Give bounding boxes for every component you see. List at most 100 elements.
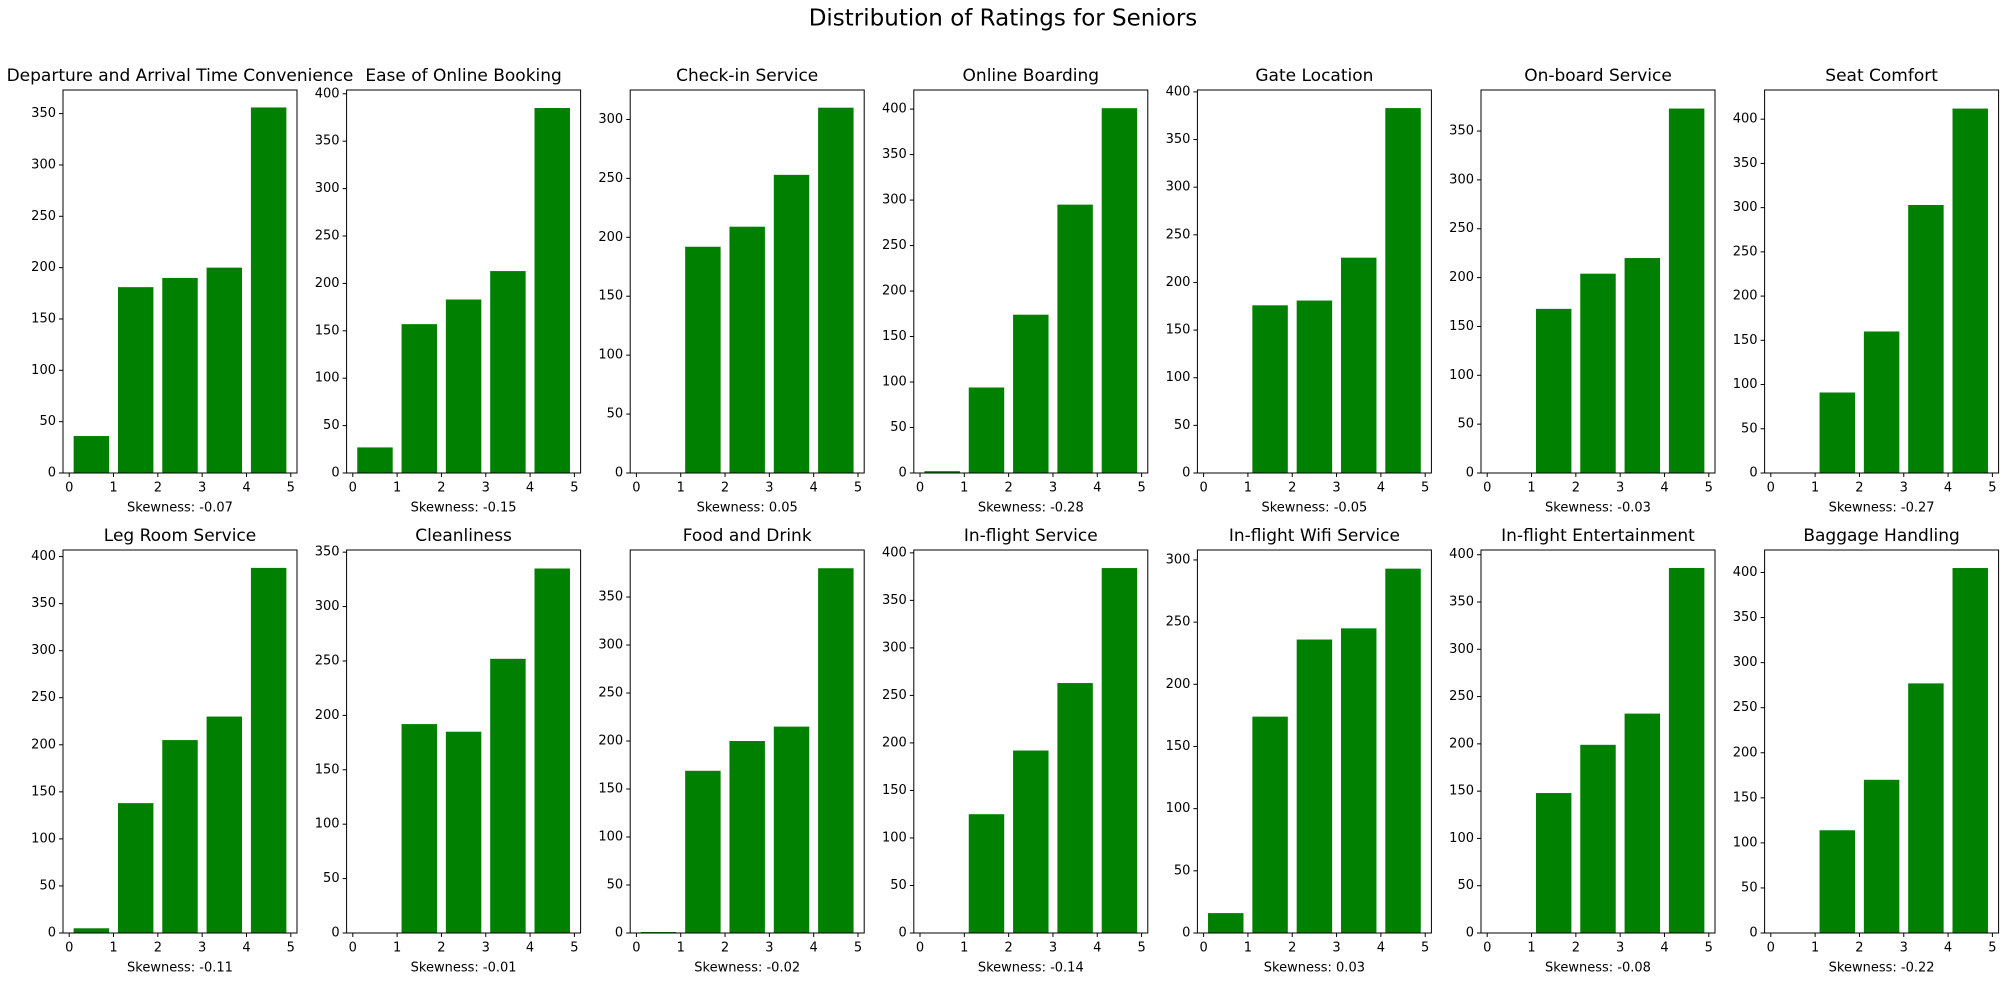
x-axis-label: Skewness: 0.05 [697, 501, 798, 516]
x-tick-label: 0 [916, 941, 924, 956]
x-tick-label: 4 [1944, 941, 1952, 956]
bar [1580, 273, 1616, 473]
y-tick-label: 0 [48, 926, 56, 941]
y-tick-label: 200 [315, 708, 340, 723]
y-tick-label: 50 [1457, 878, 1474, 893]
x-tick-label: 3 [1900, 481, 1908, 496]
bar [729, 741, 765, 933]
x-tick-label: 3 [1900, 941, 1908, 956]
y-tick-label: 100 [31, 831, 56, 846]
bar [1101, 568, 1138, 933]
x-tick-label: 5 [1988, 941, 1996, 956]
x-tick-label: 0 [65, 481, 73, 496]
x-tick-label: 2 [1572, 481, 1580, 496]
y-tick-label: 50 [1741, 880, 1758, 895]
x-tick-label: 2 [437, 941, 445, 956]
bar [1535, 793, 1572, 933]
y-tick-label: 200 [31, 260, 56, 275]
x-tick-label: 3 [1332, 941, 1340, 956]
subplot-title: Online Boarding [963, 66, 1100, 86]
bar [1057, 683, 1093, 933]
y-tick-label: 200 [1733, 745, 1758, 760]
x-tick-label: 3 [482, 941, 490, 956]
x-tick-label: 0 [65, 941, 73, 956]
x-tick-label: 4 [810, 941, 818, 956]
y-tick-label: 100 [31, 363, 56, 378]
y-tick-label: 150 [1733, 333, 1758, 348]
y-tick-label: 300 [1449, 172, 1474, 187]
x-tick-label: 1 [109, 481, 117, 496]
y-tick-label: 350 [1733, 156, 1758, 171]
y-tick-label: 300 [315, 599, 340, 614]
y-tick-label: 100 [882, 375, 907, 390]
y-tick-label: 200 [315, 276, 340, 291]
bar [73, 928, 110, 933]
y-tick-label: 200 [598, 230, 623, 245]
y-tick-label: 100 [598, 348, 623, 363]
y-tick-label: 350 [1449, 595, 1474, 610]
axes-frame [1764, 549, 2000, 934]
bar [685, 246, 721, 473]
x-tick-label: 0 [1199, 481, 1207, 496]
x-tick-label: 3 [1332, 481, 1340, 496]
bar [1013, 750, 1049, 933]
bar [1819, 392, 1856, 473]
x-axis-label: Skewness: 0.03 [1264, 961, 1365, 976]
bar [1385, 108, 1421, 473]
y-tick-label: 300 [1733, 655, 1758, 670]
y-tick-label: 150 [882, 329, 907, 344]
bar [1057, 204, 1093, 473]
x-tick-label: 2 [721, 941, 729, 956]
y-tick-label: 350 [1166, 132, 1191, 147]
y-tick-label: 250 [1166, 615, 1191, 630]
y-tick-label: 0 [1749, 926, 1757, 941]
y-tick-label: 250 [31, 209, 56, 224]
bar [401, 724, 438, 933]
bar [357, 447, 393, 473]
x-axis-label: Skewness: -0.27 [1829, 501, 1935, 516]
x-tick-label: 4 [1660, 941, 1668, 956]
bar [534, 568, 570, 933]
y-tick-label: 200 [1449, 736, 1474, 751]
y-tick-label: 300 [31, 157, 56, 172]
y-tick-label: 50 [890, 878, 907, 893]
y-tick-label: 200 [1166, 275, 1191, 290]
y-tick-label: 0 [615, 466, 623, 481]
x-tick-label: 1 [109, 941, 117, 956]
x-tick-label: 0 [349, 481, 357, 496]
y-tick-label: 250 [1733, 700, 1758, 715]
y-tick-label: 300 [1449, 642, 1474, 657]
x-tick-label: 4 [1377, 941, 1385, 956]
y-tick-label: 200 [882, 284, 907, 299]
x-tick-label: 5 [287, 941, 295, 956]
bar [773, 726, 810, 933]
x-tick-label: 2 [437, 481, 445, 496]
bar [1101, 108, 1138, 474]
bar [1296, 639, 1333, 933]
subplot-title: Food and Drink [683, 526, 812, 546]
x-tick-label: 4 [526, 481, 534, 496]
y-tick-label: 250 [1449, 689, 1474, 704]
y-tick-label: 150 [31, 311, 56, 326]
x-tick-label: 2 [721, 481, 729, 496]
y-tick-label: 350 [882, 593, 907, 608]
y-tick-label: 100 [1449, 368, 1474, 383]
y-tick-label: 150 [1733, 790, 1758, 805]
y-tick-label: 50 [323, 871, 340, 886]
y-tick-label: 200 [1733, 289, 1758, 304]
axes-frame [62, 89, 298, 474]
x-tick-label: 1 [1244, 481, 1252, 496]
x-tick-label: 2 [1855, 481, 1863, 496]
axes-frame [1480, 549, 1716, 934]
bar [1952, 568, 1988, 933]
x-axis-label: Skewness: -0.03 [1545, 501, 1651, 516]
x-tick-label: 0 [632, 481, 640, 496]
x-axis-label: Skewness: -0.11 [127, 961, 233, 976]
bar [117, 803, 154, 933]
axes-frame [1196, 549, 1432, 934]
x-tick-label: 0 [1483, 941, 1491, 956]
bar [401, 324, 438, 473]
y-tick-label: 300 [598, 638, 623, 653]
y-tick-label: 350 [1733, 610, 1758, 625]
axes-frame [913, 549, 1149, 934]
